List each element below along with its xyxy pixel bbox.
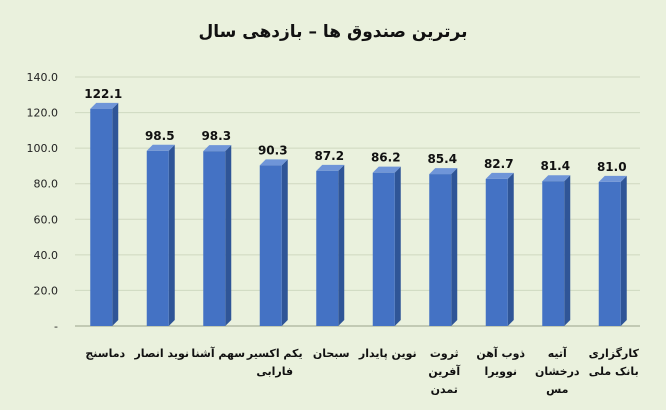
bar-side bbox=[338, 164, 345, 326]
bar-top bbox=[90, 102, 119, 109]
y-tick-label: 120.0 bbox=[27, 107, 59, 120]
bar-top bbox=[259, 159, 288, 166]
bar bbox=[542, 181, 565, 326]
y-tick-label: - bbox=[54, 320, 58, 333]
category-label: درخشان bbox=[535, 365, 580, 378]
y-tick-label: 40.0 bbox=[34, 249, 59, 262]
data-label: 122.1 bbox=[84, 87, 122, 101]
y-tick-label: 20.0 bbox=[34, 284, 59, 297]
category-label: نوین پایدار bbox=[358, 347, 417, 360]
bar-top bbox=[146, 144, 175, 151]
category-label: دماسنج bbox=[85, 347, 125, 360]
y-tick-label: 100.0 bbox=[27, 142, 59, 155]
bar-side bbox=[620, 175, 627, 326]
data-label: 82.7 bbox=[484, 157, 514, 171]
bar bbox=[90, 108, 113, 326]
bar-top bbox=[316, 164, 345, 171]
bar-top bbox=[203, 145, 232, 152]
y-tick-label: 80.0 bbox=[34, 178, 59, 191]
category-label: یکم اکسیر bbox=[246, 347, 303, 360]
bar bbox=[203, 151, 226, 326]
data-label: 98.3 bbox=[201, 129, 231, 143]
bar-side bbox=[168, 144, 175, 326]
data-label: 90.3 bbox=[258, 143, 288, 157]
data-label: 87.2 bbox=[314, 149, 344, 163]
category-label: نوید انصار bbox=[133, 347, 189, 360]
bar bbox=[316, 170, 339, 326]
bar-side bbox=[112, 102, 119, 326]
category-label: بانک ملی bbox=[589, 365, 639, 378]
category-label: نوویرا bbox=[484, 365, 517, 378]
category-label: فارابی bbox=[256, 365, 293, 378]
data-label: 85.4 bbox=[427, 152, 457, 166]
category-label: ذوب آهن bbox=[476, 346, 525, 360]
bar-side bbox=[281, 159, 288, 326]
bar bbox=[429, 174, 452, 326]
bar-top bbox=[485, 172, 514, 179]
category-label: سبحان bbox=[313, 347, 350, 360]
data-label: 81.4 bbox=[540, 159, 570, 173]
chart-title: برترین صندوق ها – بازدهی سال bbox=[199, 22, 468, 42]
y-tick-label: 60.0 bbox=[34, 213, 59, 226]
data-label: 86.2 bbox=[371, 151, 401, 165]
y-tick-label: 140.0 bbox=[27, 71, 59, 84]
category-label: مس bbox=[546, 383, 568, 396]
bar bbox=[598, 181, 621, 326]
data-label: 81.0 bbox=[597, 160, 627, 174]
bar bbox=[259, 165, 282, 326]
category-label: ثروت bbox=[430, 347, 459, 360]
bar bbox=[146, 150, 169, 326]
bar-side bbox=[394, 166, 401, 326]
category-label: آتیه bbox=[548, 346, 567, 360]
category-label: سهم آشنا bbox=[191, 346, 245, 360]
category-label: تمدن bbox=[431, 383, 458, 396]
bar-top bbox=[542, 175, 571, 182]
bar bbox=[485, 178, 508, 326]
bar-top bbox=[598, 175, 627, 182]
bar bbox=[372, 172, 395, 326]
bar-side bbox=[451, 168, 458, 326]
bar-top bbox=[429, 168, 458, 175]
bar-side bbox=[225, 145, 232, 326]
bar-side bbox=[507, 172, 514, 326]
bar-side bbox=[564, 175, 571, 326]
data-label: 98.5 bbox=[145, 129, 175, 143]
bar-top bbox=[372, 166, 401, 173]
category-label: آفرین bbox=[428, 364, 460, 378]
category-label: کارگزاری bbox=[589, 347, 640, 360]
